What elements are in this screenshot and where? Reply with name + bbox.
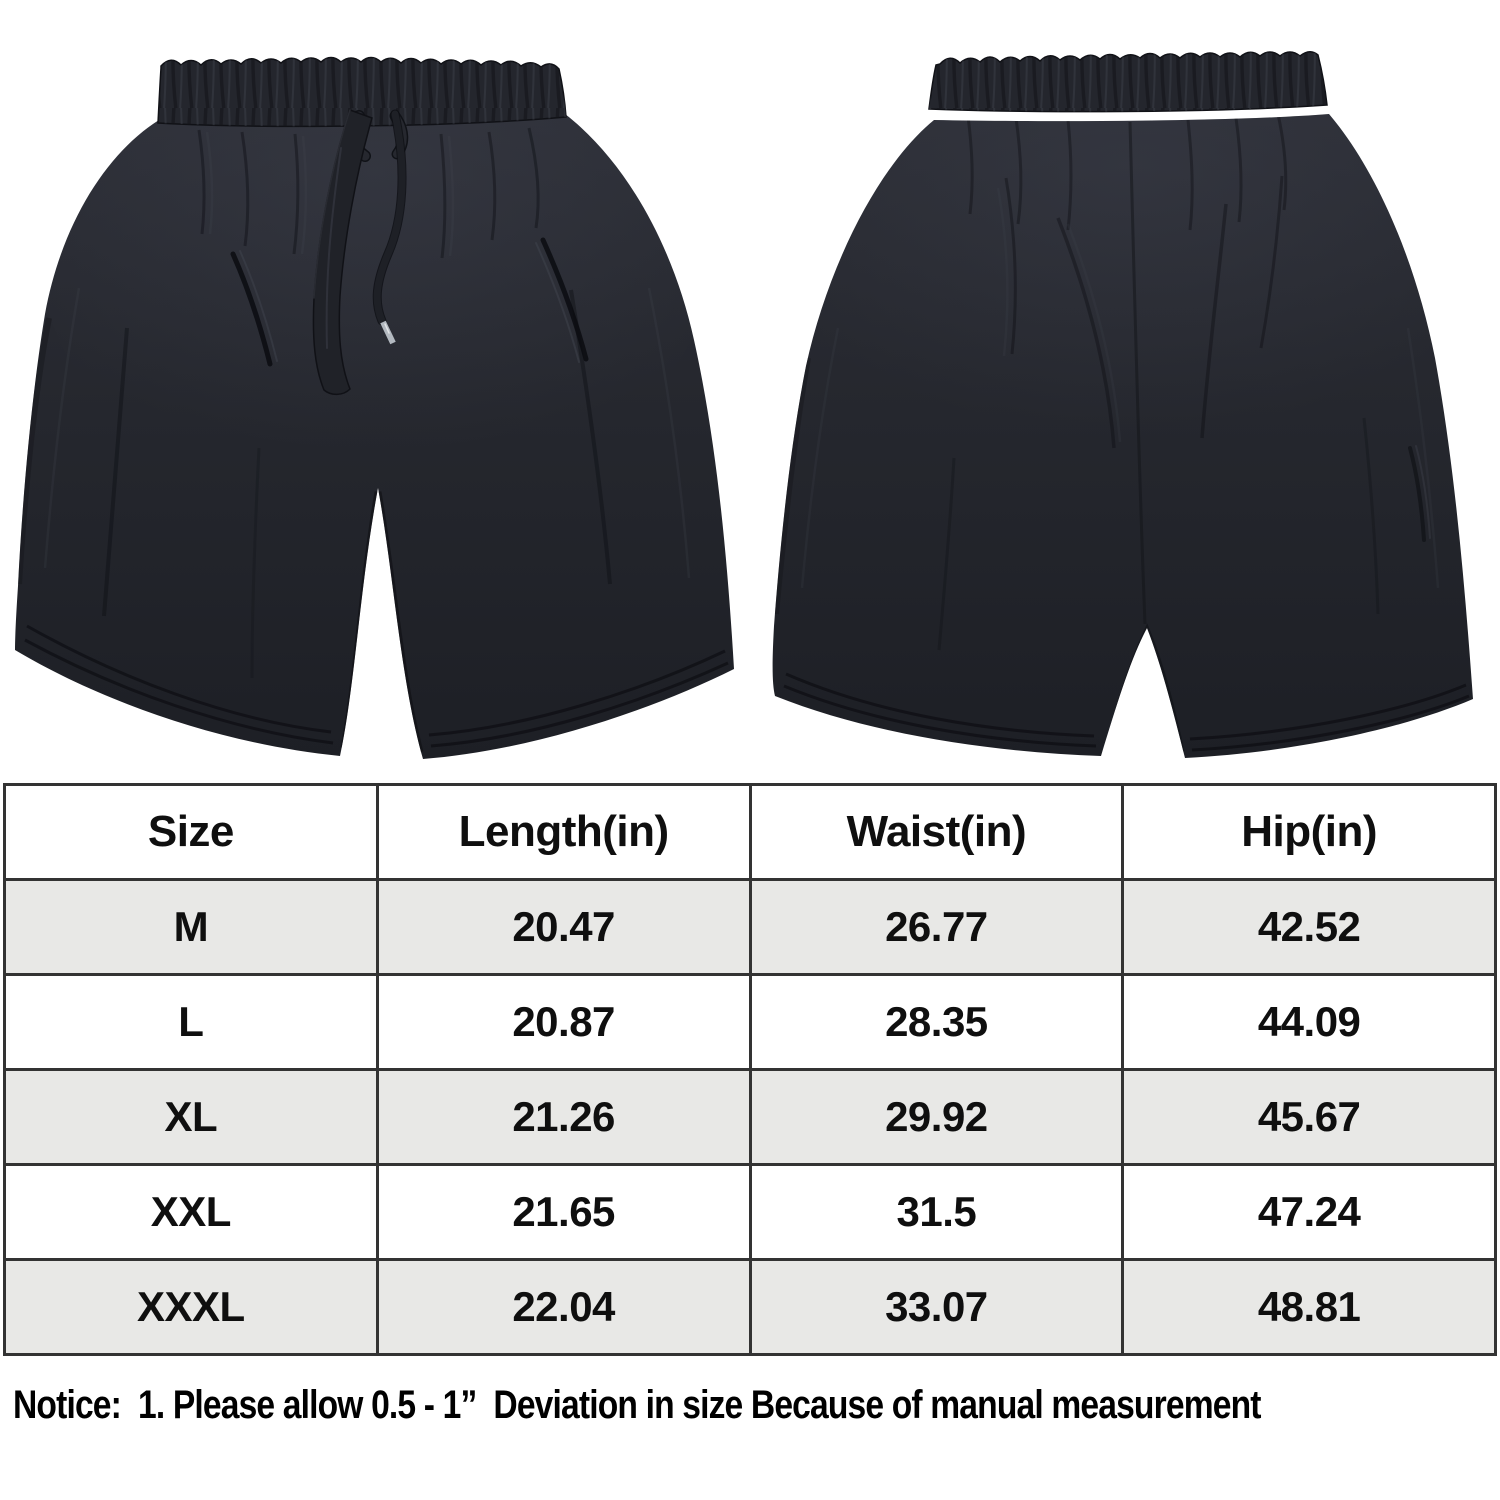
- cell-l-hip: 44.09: [1121, 973, 1497, 1071]
- cell-xxl-waist: 31.5: [748, 1163, 1125, 1261]
- drawstring-aglet: [380, 320, 396, 345]
- cell-xxxl-waist: 33.07: [748, 1258, 1125, 1356]
- cell-xl-hip: 45.67: [1121, 1068, 1497, 1166]
- cell-m-hip: 42.52: [1121, 878, 1497, 976]
- cell-l-length: 20.87: [375, 973, 752, 1071]
- size-row-xxl: XXL 21.65 31.5 47.24: [3, 1163, 1497, 1261]
- drawstring: [312, 109, 409, 396]
- col-header-length: Length(in): [375, 783, 752, 881]
- shorts-front-photo: [15, 56, 734, 759]
- header-row: Size Length(in) Waist(in) Hip(in): [3, 783, 1497, 881]
- pocket-slits: [230, 237, 589, 367]
- shorts-front-body: [15, 114, 734, 759]
- cell-xxl-hip: 47.24: [1121, 1163, 1497, 1261]
- cell-m-waist: 26.77: [748, 878, 1125, 976]
- shorts-front-waistband: [157, 56, 567, 128]
- cell-l-size: L: [3, 973, 379, 1071]
- cell-l-waist: 28.35: [748, 973, 1125, 1071]
- back-center-seam: [1128, 121, 1147, 625]
- col-header-size: Size: [3, 783, 379, 881]
- notice-text: Notice: 1. Please allow 0.5 - 1” Deviati…: [13, 1383, 1500, 1428]
- cell-xxxl-length: 22.04: [375, 1258, 752, 1356]
- notice-text-content: Notice: 1. Please allow 0.5 - 1” Deviati…: [13, 1383, 1261, 1427]
- cell-xl-length: 21.26: [375, 1068, 752, 1166]
- hem-stitching: [24, 624, 729, 748]
- cell-xxl-length: 21.65: [375, 1163, 752, 1261]
- cell-m-length: 20.47: [375, 878, 752, 976]
- cell-m-size: M: [3, 878, 379, 976]
- size-row-m: M 20.47 26.77 42.52: [3, 878, 1497, 976]
- side-seam: [1408, 445, 1431, 542]
- size-chart-table: Size Length(in) Waist(in) Hip(in) M 20.4…: [3, 783, 1497, 1356]
- cell-xxxl-hip: 48.81: [1121, 1258, 1497, 1356]
- shorts-back-waistband: [928, 51, 1328, 113]
- hem-stitching: [783, 672, 1470, 752]
- size-row-l: L 20.87 28.35 44.09: [3, 973, 1497, 1071]
- shorts-back-photo: [772, 51, 1473, 758]
- col-header-hip: Hip(in): [1121, 783, 1497, 881]
- col-header-waist: Waist(in): [748, 783, 1125, 881]
- cell-xl-waist: 29.92: [748, 1068, 1125, 1166]
- shorts-back-body: [772, 114, 1473, 758]
- size-row-xxxl: XXXL 22.04 33.07 48.81: [3, 1258, 1497, 1356]
- cell-xxl-size: XXL: [3, 1163, 379, 1261]
- cell-xxxl-size: XXXL: [3, 1258, 379, 1356]
- size-row-xl: XL 21.26 29.92 45.67: [3, 1068, 1497, 1166]
- cell-xl-size: XL: [3, 1068, 379, 1166]
